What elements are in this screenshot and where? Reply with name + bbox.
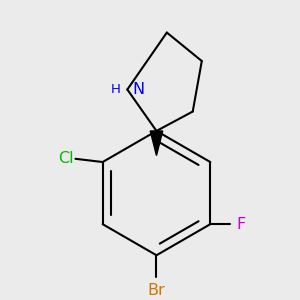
Text: Cl: Cl [58,151,74,166]
Text: N: N [133,82,145,97]
Text: F: F [237,217,246,232]
Text: H: H [111,83,121,96]
Polygon shape [150,131,163,156]
Text: Br: Br [148,283,165,298]
